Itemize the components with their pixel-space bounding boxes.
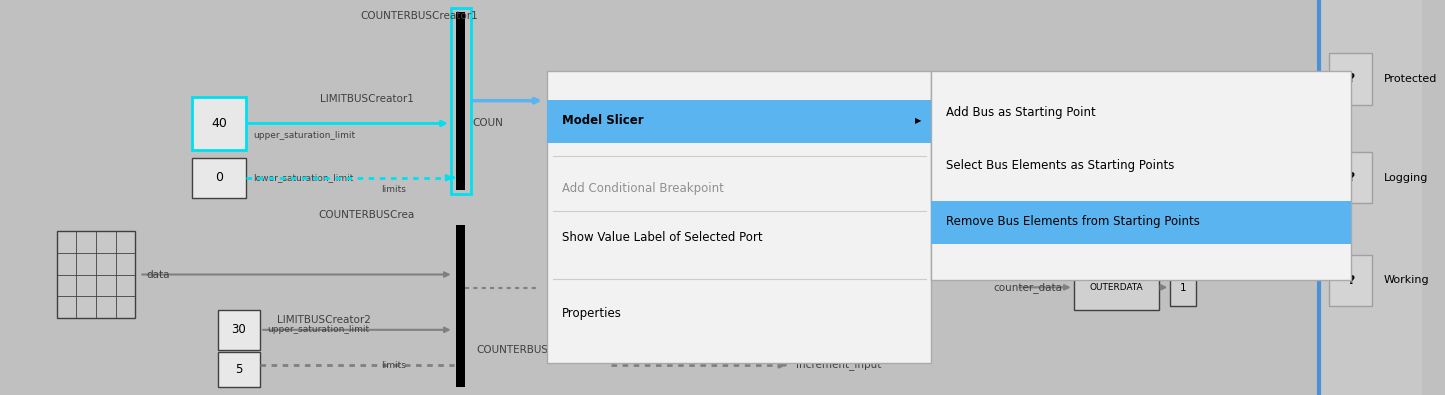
Text: ?: ? xyxy=(1347,73,1354,85)
Text: LIMITBUSCreator1: LIMITBUSCreator1 xyxy=(319,94,413,104)
Bar xyxy=(192,158,246,198)
Bar xyxy=(218,310,260,350)
Text: Add Bus as Starting Point: Add Bus as Starting Point xyxy=(945,107,1095,119)
Text: ?: ? xyxy=(1347,171,1354,184)
Text: COUNTERBUS: COUNTERBUS xyxy=(477,344,548,355)
Bar xyxy=(548,71,932,363)
Text: Working: Working xyxy=(1383,275,1429,286)
Bar xyxy=(932,201,1351,244)
Bar xyxy=(457,12,465,190)
Bar xyxy=(932,71,1351,280)
Text: Protected: Protected xyxy=(1383,74,1436,84)
Text: upper_saturation_limit: upper_saturation_limit xyxy=(253,131,355,140)
Bar xyxy=(56,231,134,318)
Text: data: data xyxy=(146,269,171,280)
Text: 30: 30 xyxy=(231,324,246,336)
Text: Logging: Logging xyxy=(1383,173,1428,183)
Bar xyxy=(192,97,246,150)
Bar xyxy=(1319,0,1422,395)
Text: 1: 1 xyxy=(1179,283,1186,293)
Text: ~: ~ xyxy=(1120,250,1130,260)
Bar xyxy=(1329,255,1373,306)
Text: COUNTERBUSCrea: COUNTERBUSCrea xyxy=(319,210,415,220)
Bar xyxy=(548,100,932,143)
Text: Remove Bus Elements from Starting Points: Remove Bus Elements from Starting Points xyxy=(945,215,1199,228)
Text: LIMITBUSCreator2: LIMITBUSCreator2 xyxy=(277,315,371,325)
Text: COUN: COUN xyxy=(473,118,503,128)
Text: ▶: ▶ xyxy=(915,116,922,125)
Text: 40: 40 xyxy=(211,117,227,130)
Text: Select Bus Elements as Starting Points: Select Bus Elements as Starting Points xyxy=(945,159,1173,172)
Text: 5: 5 xyxy=(236,363,243,376)
Text: Add Conditional Breakpoint: Add Conditional Breakpoint xyxy=(562,182,724,194)
Bar xyxy=(218,352,260,387)
Text: Show Value Label of Selected Port: Show Value Label of Selected Port xyxy=(562,231,763,244)
Text: upper_saturation_limit: upper_saturation_limit xyxy=(267,325,370,334)
Text: counter_data: counter_data xyxy=(993,282,1062,293)
Text: Model Slicer: Model Slicer xyxy=(562,114,643,127)
Bar xyxy=(451,8,471,194)
Text: 0: 0 xyxy=(215,171,223,184)
Bar xyxy=(1170,271,1196,306)
Text: limits: limits xyxy=(381,361,406,370)
Bar xyxy=(1329,53,1373,105)
Text: lower_saturation_limit: lower_saturation_limit xyxy=(253,173,354,182)
Bar xyxy=(1329,152,1373,203)
Text: limits: limits xyxy=(381,185,406,194)
Text: increment_input: increment_input xyxy=(796,359,881,371)
Text: OUTERDATA: OUTERDATA xyxy=(1090,283,1143,292)
Text: ?: ? xyxy=(1347,274,1354,287)
Bar xyxy=(1085,252,1108,257)
Bar xyxy=(457,225,465,387)
Text: COUNTERBUSCreator1: COUNTERBUSCreator1 xyxy=(361,11,478,21)
Text: Properties: Properties xyxy=(562,307,621,320)
Bar xyxy=(1074,265,1159,310)
